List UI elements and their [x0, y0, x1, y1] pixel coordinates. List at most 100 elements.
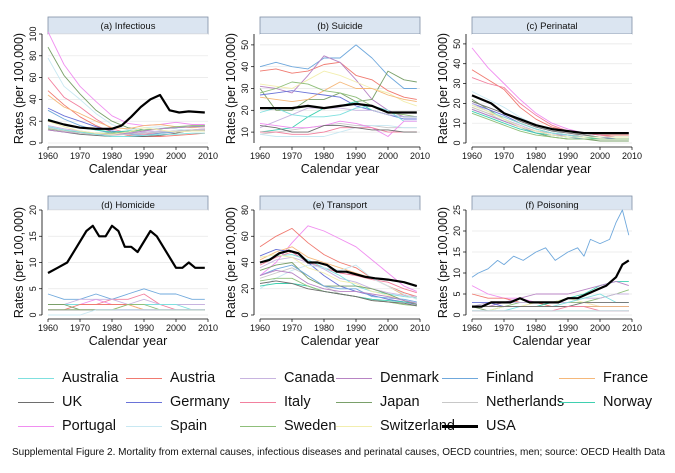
y-tick-label: 40	[240, 257, 250, 267]
legend-label: UK	[62, 394, 83, 410]
panel-title: (b) Suicide	[317, 21, 362, 32]
y-tick-label: 20	[240, 105, 250, 115]
series-line-australia	[259, 105, 417, 122]
x-tick-label: 1990	[346, 323, 366, 333]
legend-label: Australia	[62, 370, 119, 386]
x-tick-label: 1980	[526, 151, 546, 161]
x-axis-label: Calendar year	[301, 162, 380, 176]
legend-label: Netherlands	[486, 394, 565, 410]
legend-item-sweden: Sweden	[240, 416, 336, 436]
legend-swatch	[240, 377, 276, 379]
x-tick-label: 2000	[166, 151, 186, 161]
series-line-italy	[259, 251, 417, 294]
legend-label: Portugal	[62, 418, 117, 434]
x-tick-label: 1990	[346, 151, 366, 161]
panel-title: (d) Homicide	[101, 200, 155, 211]
x-tick-label: 2010	[622, 323, 642, 333]
series-line-switzerland	[259, 254, 417, 304]
x-tick-label: 1960	[38, 151, 58, 161]
series-line-uk	[259, 125, 417, 133]
series-line-switzerland	[47, 120, 205, 135]
x-tick-label: 1970	[494, 151, 514, 161]
series-line-finland	[47, 288, 205, 300]
y-tick-label: 10	[240, 127, 250, 137]
legend-swatch	[18, 425, 54, 427]
panel-b-suicide: (b) Suicide 10 20 30 40 50 1960 1970 1980 1990 200…	[224, 16, 430, 176]
legend-item-usa: USA	[442, 416, 516, 436]
legend-item-canada: Canada	[240, 368, 335, 388]
series-line-uk	[472, 301, 629, 308]
legend-item-switzerland: Switzerland	[336, 416, 455, 436]
x-tick-label: 2000	[378, 151, 398, 161]
y-axis-label: Rates (per 100,000)	[224, 207, 238, 318]
series-line-australia	[47, 126, 205, 137]
y-tick-label: 20	[452, 98, 462, 108]
x-tick-label: 1970	[494, 323, 514, 333]
legend-label: Austria	[170, 370, 216, 386]
series-line-usa	[259, 249, 418, 288]
y-tick-label: 0	[452, 312, 462, 317]
y-tick-label: 80	[240, 205, 250, 215]
y-axis-label: Rates (per 100,000)	[12, 207, 26, 318]
series-line-japan	[259, 262, 417, 305]
legend-item-netherlands: Netherlands	[442, 392, 564, 412]
x-tick-label: 2010	[198, 151, 218, 161]
y-tick-label: 60	[28, 73, 38, 83]
series-line-usa	[47, 224, 205, 274]
y-tick-label: 20	[28, 116, 38, 126]
plot-area	[48, 34, 208, 143]
series-line-finland	[259, 44, 417, 89]
series-line-italy	[471, 77, 629, 138]
legend-item-france: France	[559, 368, 648, 388]
x-tick-label: 1990	[558, 151, 578, 161]
legend-swatch	[559, 401, 595, 403]
legend-label: France	[603, 370, 649, 386]
series-line-uk	[259, 280, 417, 307]
y-axis-label: Rates (per 100,000)	[12, 33, 26, 144]
y-tick-label: 80	[28, 51, 38, 61]
series-line-denmark	[472, 280, 629, 308]
legend-label: Canada	[284, 370, 335, 386]
series-line-canada	[259, 256, 417, 298]
panel-title: (e) Transport	[313, 200, 368, 211]
y-tick-label: 0	[28, 312, 38, 317]
series-line-italy	[260, 127, 417, 135]
x-tick-label: 1960	[462, 323, 482, 333]
x-tick-label: 1980	[314, 151, 334, 161]
series-line-usa	[472, 259, 630, 308]
y-tick-label: 30	[240, 83, 250, 93]
y-tick-label: 0	[240, 312, 250, 317]
series-line-spain	[48, 309, 205, 316]
x-axis-label: Calendar year	[89, 334, 168, 348]
legend-item-portugal: Portugal	[18, 416, 116, 436]
x-axis-label: Calendar year	[89, 162, 168, 176]
series-line-netherlands	[47, 127, 205, 136]
series-line-portugal	[47, 31, 205, 127]
x-axis-label: Calendar year	[301, 334, 380, 348]
y-tick-label: 0	[452, 140, 462, 145]
series-line-usa	[47, 93, 205, 130]
x-tick-label: 2000	[166, 323, 186, 333]
y-tick-label: 20	[240, 284, 250, 294]
x-tick-label: 2000	[590, 151, 610, 161]
legend-swatch	[240, 401, 276, 403]
y-tick-label: 15	[452, 247, 462, 257]
figure-caption: Supplemental Figure 2. Mortality from ex…	[12, 447, 666, 458]
x-axis-label: Calendar year	[513, 334, 592, 348]
series-line-sweden	[471, 112, 629, 140]
y-tick-label: 5	[28, 286, 38, 291]
x-tick-label: 1970	[282, 323, 302, 333]
plot-area	[472, 210, 632, 315]
series-line-spain	[259, 125, 417, 137]
y-tick-label: 10	[452, 118, 462, 128]
series-line-denmark	[259, 269, 417, 304]
panel-title: (a) Infectious	[101, 21, 156, 32]
legend-swatch	[18, 401, 54, 403]
panel-e-transport: (e) Transport 0 20 40 60 80 1960 1970 1980 1990 20…	[224, 195, 430, 348]
legend-label: Italy	[284, 394, 311, 410]
y-tick-label: 25	[452, 205, 462, 215]
y-tick-label: 5	[452, 291, 462, 296]
series-line-germany	[259, 90, 417, 120]
legend-swatch	[336, 425, 372, 427]
